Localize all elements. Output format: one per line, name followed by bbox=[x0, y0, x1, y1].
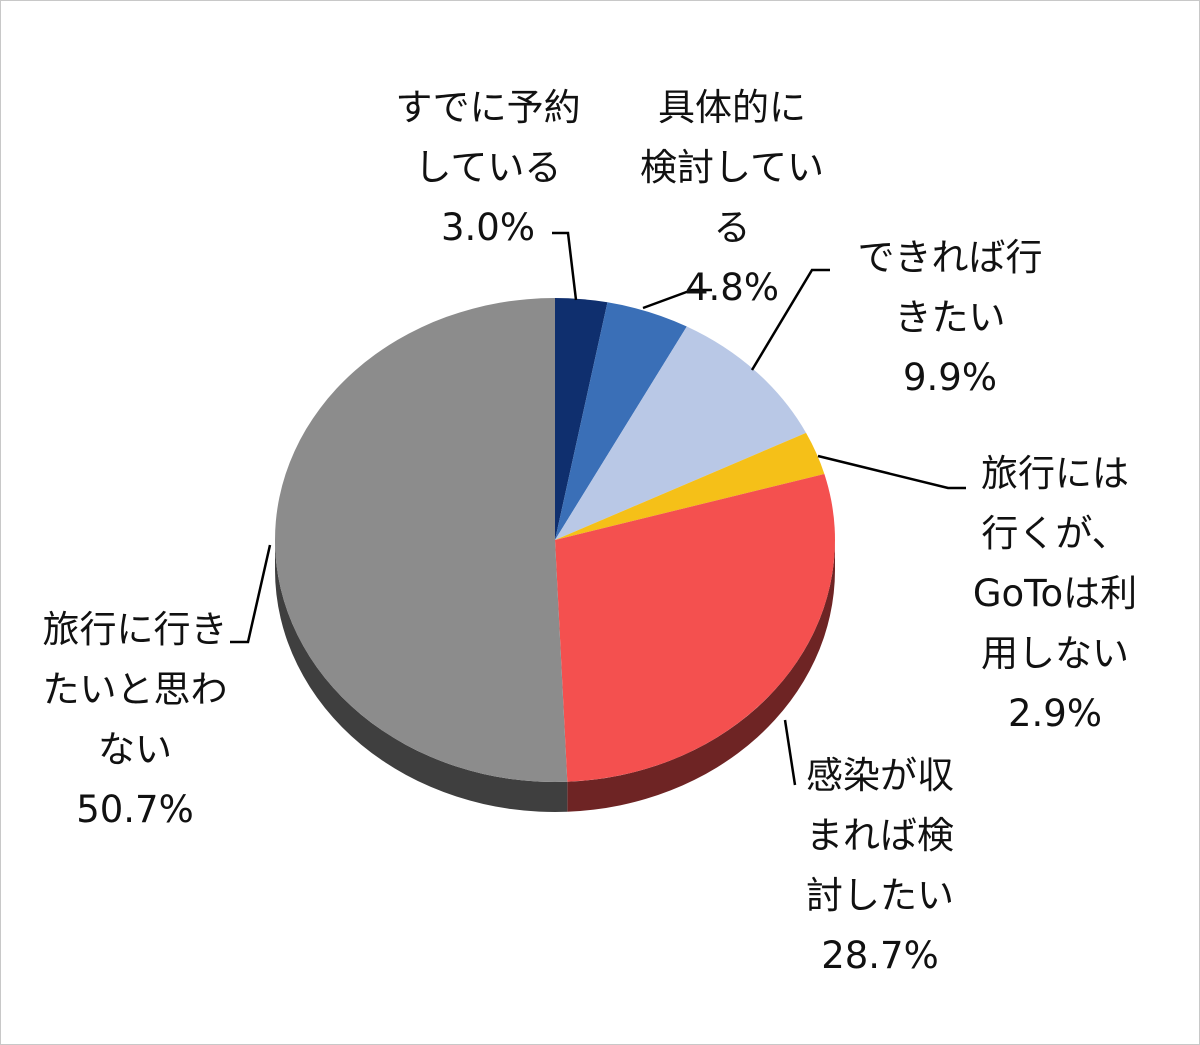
slice-label-line: 行くが、 bbox=[981, 512, 1129, 555]
slice-label: 感染が収まれば検討したい 28.7% bbox=[806, 746, 954, 986]
leader-line bbox=[783, 719, 797, 786]
slice-label: できれば行きたい 9.9% bbox=[858, 228, 1043, 408]
slice-value-label: 9.9% bbox=[903, 356, 997, 399]
leader-line bbox=[750, 268, 830, 371]
leader-line bbox=[817, 454, 966, 490]
pie-slice-side bbox=[567, 540, 835, 812]
pie-slice bbox=[555, 326, 807, 540]
pie-slice-side bbox=[275, 540, 568, 812]
slice-label: 旅行に行きたいと思わない 50.7% bbox=[43, 600, 228, 840]
leader-line bbox=[552, 231, 578, 301]
slice-label-line: きたい bbox=[894, 296, 1006, 339]
slice-label-line: GoToは利 bbox=[972, 572, 1138, 615]
slice-value-label: 4.8% bbox=[684, 266, 779, 309]
slice-label-line: 検討してい bbox=[640, 146, 824, 189]
slice-value-label: 28.7% bbox=[821, 934, 939, 977]
slice-label-line: している bbox=[414, 146, 562, 189]
slice-value-label: 3.0% bbox=[441, 206, 535, 249]
slice-label: 旅行には行くが、 GoToは利 用しない 2.9% bbox=[973, 444, 1137, 744]
pie-slice bbox=[555, 298, 608, 540]
slice-label-line: 用しない bbox=[980, 632, 1129, 675]
slice-label-line: 旅行には bbox=[980, 452, 1129, 495]
pie-slice bbox=[555, 432, 825, 540]
slice-label-line: たいと思わ bbox=[42, 668, 228, 711]
slice-value-label: 2.9% bbox=[1007, 692, 1102, 735]
pie-slice bbox=[555, 473, 835, 782]
slice-label-line: すでに予約 bbox=[395, 86, 581, 129]
leader-line bbox=[642, 288, 712, 310]
slice-label-line: 具体的に bbox=[657, 86, 806, 129]
slice-label-line: まれば検 bbox=[806, 814, 954, 857]
pie-slice bbox=[555, 302, 687, 540]
leader-line bbox=[230, 544, 272, 644]
slice-label: 具体的に検討している 4.8% bbox=[640, 78, 824, 318]
slice-label-line: 感染が収 bbox=[806, 754, 954, 797]
slice-label-line: 旅行に行き bbox=[42, 608, 228, 651]
slice-label-line: 討したい bbox=[806, 874, 954, 917]
slice-value-label: 50.7% bbox=[76, 788, 194, 831]
slice-label-line: ない bbox=[98, 728, 172, 771]
slice-label-line: できれば行 bbox=[857, 236, 1043, 279]
pie-slice bbox=[274, 298, 568, 782]
slice-label-line: る bbox=[713, 206, 751, 249]
slice-label: すでに予約している 3.0% bbox=[395, 78, 580, 258]
